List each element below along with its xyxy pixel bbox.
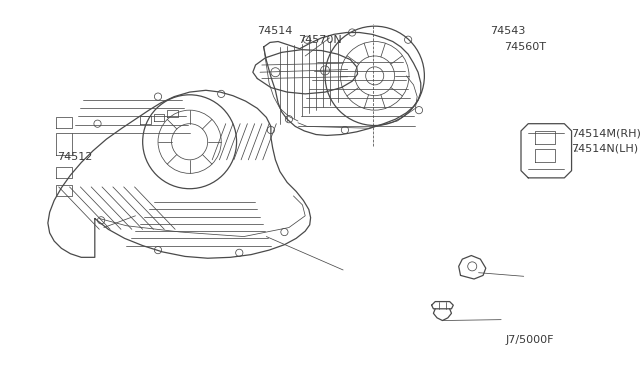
Text: 74514: 74514 <box>257 26 292 36</box>
Text: 74560T: 74560T <box>504 42 546 52</box>
Text: 74512: 74512 <box>57 152 92 162</box>
Text: 74514N(LH): 74514N(LH) <box>571 143 638 153</box>
Text: J7/5000F: J7/5000F <box>506 334 554 344</box>
Text: 74543: 74543 <box>490 26 525 36</box>
Text: 74514M(RH): 74514M(RH) <box>571 129 640 139</box>
Text: 74570N: 74570N <box>298 35 342 45</box>
